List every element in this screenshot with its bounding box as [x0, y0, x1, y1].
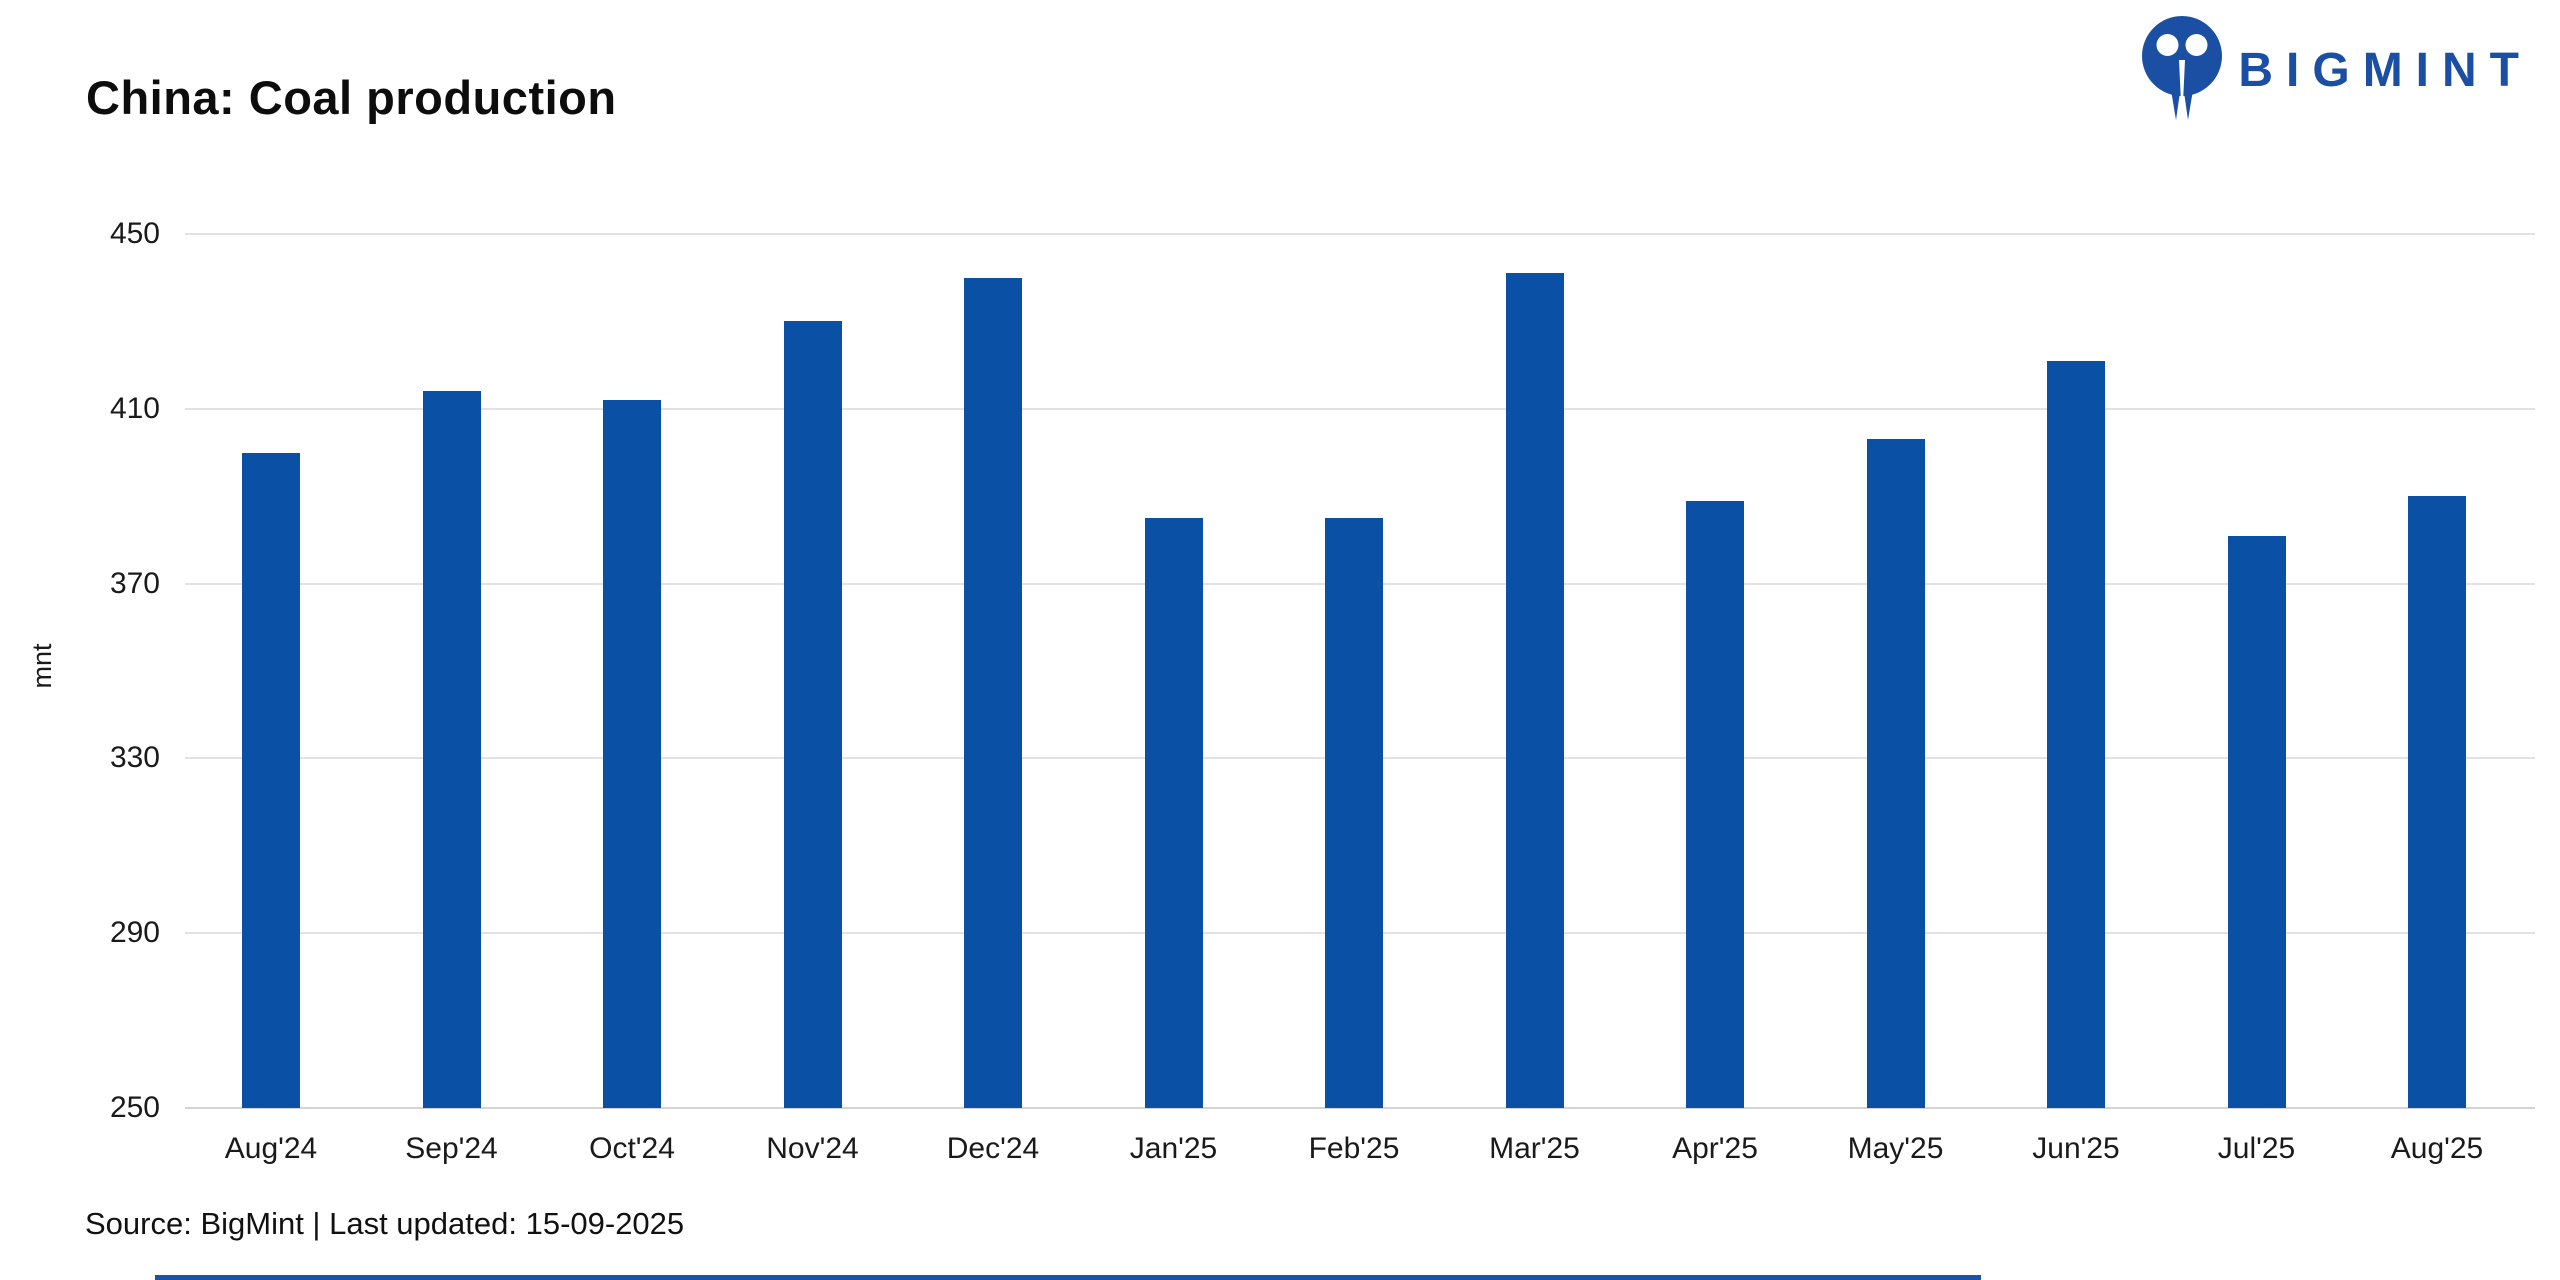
chart-bar-jan25: [1144, 518, 1203, 1108]
plot-area: [185, 233, 2535, 1109]
x-tick-label-jun25: Jun'25: [2032, 1132, 2120, 1165]
chart-bar-apr25: [1686, 500, 1744, 1108]
x-tick-label-oct24: Oct'24: [589, 1132, 675, 1165]
gridline-250: [185, 1107, 2535, 1109]
chart-bar-dec24: [964, 277, 1022, 1108]
x-tick-label-nov24: Nov'24: [766, 1132, 859, 1165]
chart-bar-jun25: [2047, 360, 2105, 1108]
bottom-accent-bar: [155, 1275, 1981, 1280]
x-tick-label-jul25: Jul'25: [2217, 1132, 2296, 1165]
x-tick-label-dec24: Dec'24: [946, 1132, 1040, 1165]
y-tick-label-450: 450: [109, 217, 160, 250]
gridline-450: [185, 233, 2535, 235]
bigmint-logo-text: BIGMINT: [2238, 43, 2532, 97]
y-tick-label-370: 370: [109, 566, 160, 600]
source-note: Source: BigMint | Last updated: 15-09-20…: [85, 1206, 685, 1241]
x-tick-label-may25: May'25: [1847, 1132, 1944, 1165]
y-axis: 250 290 330 370 410 450: [0, 217, 160, 1124]
y-tick-label-410: 410: [109, 391, 160, 425]
chart-bar-nov24: [783, 321, 842, 1108]
x-axis: Aug'24 Sep'24 Oct'24 Nov'24 Dec'24 Jan'25 Feb'…: [185, 1108, 2535, 1188]
x-tick-label-aug24: Aug'24: [224, 1132, 318, 1165]
chart-bar-feb25: [1325, 518, 1383, 1108]
x-tick-label-feb25: Feb'25: [1308, 1132, 1400, 1165]
x-tick-label-jan25: Jan'25: [1129, 1132, 1218, 1165]
chart-bar-mar25: [1505, 273, 1564, 1108]
chart-bar-aug25: [2408, 496, 2466, 1108]
chart-bar-may25: [1866, 439, 1925, 1108]
chart-bar-jul25: [2227, 535, 2286, 1108]
chart-bar-sep24: [422, 391, 481, 1108]
bigmint-logo-icon: [2142, 16, 2223, 124]
chart-bar-oct24: [603, 400, 661, 1108]
x-tick-label-apr25: Apr'25: [1672, 1132, 1758, 1165]
x-tick-label-mar25: Mar'25: [1489, 1132, 1580, 1165]
x-tick-label-aug25: Aug'25: [2390, 1132, 2484, 1165]
page-title: China: Coal production: [86, 71, 617, 124]
gridline-410: [185, 407, 2535, 410]
y-tick-label-250: 250: [109, 1091, 160, 1124]
bigmint-logo: BIGMINT: [2142, 16, 2532, 124]
chart-bar-aug24: [242, 452, 300, 1108]
y-tick-label-290: 290: [109, 916, 160, 950]
y-tick-label-330: 330: [109, 741, 160, 775]
x-tick-label-sep24: Sep'24: [405, 1132, 498, 1165]
